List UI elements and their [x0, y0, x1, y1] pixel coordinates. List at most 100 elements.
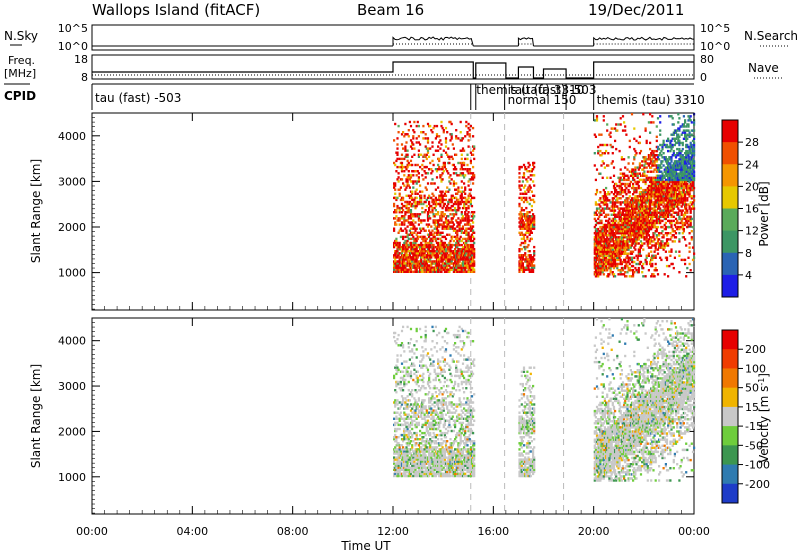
echo-cell: [438, 158, 440, 160]
echo-cell: [604, 207, 606, 209]
echo-cell: [693, 257, 695, 259]
echo-cell: [663, 164, 665, 166]
echo-cell: [408, 221, 410, 223]
echo-cell: [600, 214, 602, 216]
echo-cell: [530, 199, 532, 201]
echo-cell: [622, 269, 624, 271]
nsky-trace: [594, 37, 694, 46]
echo-cell: [667, 160, 669, 162]
echo-cell: [393, 139, 395, 141]
echo-cell: [533, 252, 535, 254]
echo-cell: [430, 264, 432, 266]
echo-cell: [692, 259, 694, 261]
echo-cell: [468, 139, 470, 141]
echo-cell: [657, 207, 659, 209]
echo-cell: [673, 267, 675, 269]
echo-cell: [670, 214, 672, 216]
echo-cell: [455, 189, 457, 191]
echo-cell: [409, 186, 411, 188]
echo-cell: [431, 209, 433, 211]
echo-cell: [410, 242, 412, 244]
echo-cell: [683, 123, 685, 125]
echo-cell: [683, 236, 685, 238]
echo-cell: [431, 141, 433, 143]
echo-cell: [693, 199, 695, 201]
echo-cell: [524, 240, 526, 242]
echo-cell: [520, 244, 522, 246]
echo-cell: [658, 232, 660, 234]
echo-cell: [429, 147, 431, 149]
echo-cell: [645, 127, 647, 129]
echo-cell: [687, 257, 689, 259]
echo-cell: [462, 172, 464, 174]
echo-cell: [678, 271, 680, 273]
echo-cell: [439, 201, 441, 203]
echo-cell: [421, 164, 423, 166]
echo-cell: [426, 205, 428, 207]
echo-cell: [681, 259, 683, 261]
echo-cell: [655, 255, 657, 257]
echo-cell: [409, 121, 411, 123]
echo-cell: [659, 115, 661, 117]
echo-cell: [394, 164, 396, 166]
echo-cell: [678, 195, 680, 197]
echo-cell: [638, 230, 640, 232]
echo-cell: [650, 171, 652, 173]
echo-cell: [633, 261, 635, 263]
echo-cell: [398, 232, 400, 234]
echo-cell: [594, 152, 596, 154]
echo-cell: [420, 219, 422, 221]
echo-cell: [640, 179, 642, 181]
echo-cell: [533, 162, 535, 164]
echo-cell: [435, 137, 437, 139]
echo-cell: [445, 199, 447, 201]
echo-cell: [624, 166, 626, 168]
echo-cell: [430, 256, 432, 258]
echo-cell: [416, 228, 418, 230]
nsearch-tick-bottom: 10^0: [700, 40, 730, 53]
echo-cell: [648, 177, 650, 179]
echo-cell: [425, 133, 427, 135]
echo-cell: [445, 145, 447, 147]
echo-cell: [614, 259, 616, 261]
echo-cell: [452, 209, 454, 211]
echo-cell: [412, 135, 414, 137]
echo-cell: [619, 150, 621, 152]
echo-cell: [455, 137, 457, 139]
echo-cell: [672, 228, 674, 230]
echo-cell: [401, 223, 403, 225]
echo-cell: [521, 242, 523, 244]
echo-cell: [473, 264, 475, 266]
echo-cell: [449, 240, 451, 242]
echo-cell: [596, 191, 598, 193]
echo-cell: [623, 121, 625, 123]
y-tick-label: 3000: [58, 380, 86, 393]
echo-cell: [401, 221, 403, 223]
echo-cell: [692, 246, 694, 248]
echo-cell: [680, 209, 682, 211]
echo-cell: [468, 180, 470, 182]
echo-cell: [470, 125, 472, 127]
echo-cell: [654, 160, 656, 162]
echo-cell: [651, 259, 653, 261]
echo-cell: [673, 216, 675, 218]
echo-cell: [533, 223, 535, 225]
echo-cell: [445, 217, 447, 219]
echo-cell: [631, 259, 633, 261]
echo-cell: [646, 261, 648, 263]
echo-cell: [404, 123, 406, 125]
echo-cell: [456, 236, 458, 238]
echo-cell: [395, 267, 397, 269]
echo-cell: [646, 166, 648, 168]
echo-cell: [692, 158, 694, 160]
echo-cell: [405, 141, 407, 143]
echo-cell: [412, 228, 414, 230]
echo-cell: [421, 211, 423, 213]
echo-cell: [663, 234, 665, 236]
echo-cell: [466, 158, 468, 160]
echo-cell: [624, 125, 626, 127]
echo-cell: [617, 201, 619, 203]
echo-cell: [417, 170, 419, 172]
echo-cell: [620, 123, 622, 125]
echo-cell: [468, 217, 470, 219]
